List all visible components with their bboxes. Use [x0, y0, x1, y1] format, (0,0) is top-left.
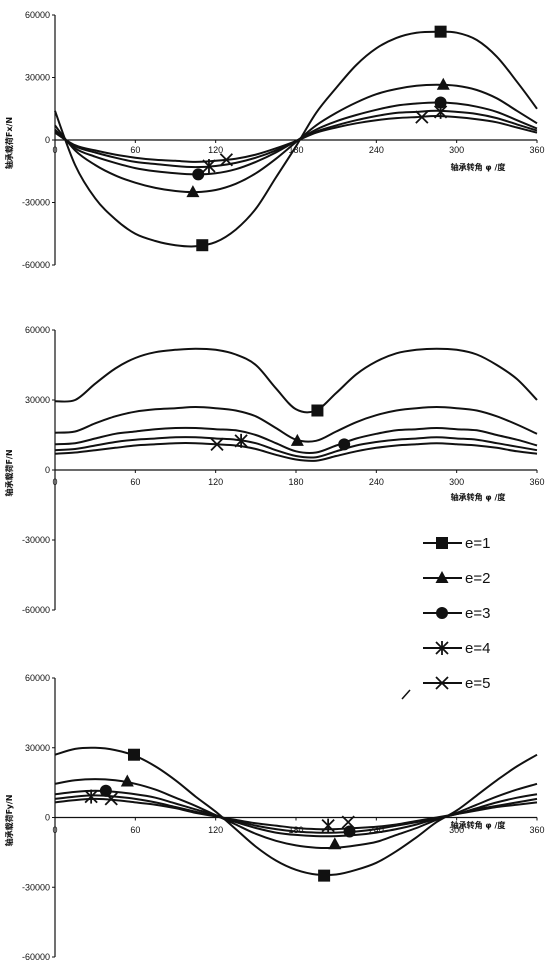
data-point-e=4-marker: [84, 789, 98, 804]
data-point-e=2-marker: [120, 774, 134, 787]
data-point-e=2-marker: [328, 837, 342, 850]
y-tick-label: -60000: [22, 952, 50, 962]
y-tick-label: 0: [45, 135, 50, 145]
y-axis-label: 轴承载荷Fy/N: [4, 795, 14, 847]
legend-marker-cross: [435, 676, 449, 690]
x-tick-label: 0: [52, 145, 57, 155]
data-point-e=1-marker: [196, 239, 209, 252]
legend-item-e=5: e=5: [423, 675, 490, 692]
legend-label: e=4: [465, 640, 490, 657]
data-point-e=1-marker: [311, 404, 324, 417]
data-point-e=1-marker: [434, 25, 447, 38]
x-axis-label: 轴承转角 φ /度: [451, 162, 507, 172]
data-point-e=1-marker: [127, 748, 140, 761]
chart-panel-2: 60000 30000 0 -30000 -60000 0 60 120 180 240 300 36…: [4, 325, 545, 615]
y-axis-label: 轴承载荷Fx/N: [4, 117, 14, 169]
data-point-e=5-marker: [104, 792, 118, 806]
legend: e=1 e=2 e=3 e=4 e=5: [401, 535, 490, 700]
y-tick-label: -60000: [22, 260, 50, 270]
legend-item-e=3: e=3: [423, 605, 490, 622]
y-tick-label: 60000: [25, 10, 50, 20]
x-tick-label: 120: [208, 825, 223, 835]
y-tick-label: 30000: [25, 743, 50, 753]
x-tick-label: 360: [529, 825, 544, 835]
x-tick-label: 120: [208, 477, 223, 487]
legend-label: e=1: [465, 535, 490, 552]
y-tick-label: 0: [45, 465, 50, 475]
legend-label: e=2: [465, 570, 490, 587]
x-tick-label: 300: [449, 477, 464, 487]
y-tick-label: 30000: [25, 73, 50, 83]
x-tick-label: 180: [288, 477, 303, 487]
x-tick-label: 60: [130, 825, 140, 835]
chart-panel-1: 60000 30000 0 -30000 -60000 0 60 120 180 240 300 36…: [4, 10, 545, 270]
data-point-e=1-marker: [318, 869, 331, 882]
series-line-e=5: [54, 797, 538, 831]
x-tick-label: 0: [52, 825, 57, 835]
data-point-e=3-marker: [99, 784, 112, 797]
data-point-e=2-marker: [186, 185, 200, 198]
data-point-e=3-marker: [338, 438, 351, 451]
legend-label: e=3: [465, 605, 490, 622]
series-line-e=5: [54, 114, 538, 163]
y-tick-label: 30000: [25, 395, 50, 405]
data-point-e=5-marker: [210, 437, 224, 451]
data-point-e=5-marker: [415, 110, 429, 124]
legend-label: e=5: [465, 675, 490, 692]
y-tick-label: 60000: [25, 325, 50, 335]
legend-item-e=1: e=1: [423, 535, 490, 552]
data-point-e=4-marker: [234, 433, 248, 448]
series-line-e=1: [54, 347, 538, 414]
data-point-e=2-marker: [290, 433, 304, 446]
y-tick-label: 0: [45, 813, 50, 823]
x-tick-label: 60: [130, 145, 140, 155]
data-point-e=4-marker: [433, 104, 448, 119]
data-point-e=4-marker: [321, 818, 335, 833]
x-axis-label: 轴承转角 φ /度: [451, 492, 507, 502]
y-tick-label: -30000: [22, 535, 50, 545]
x-axis-label: 轴承转角 φ /度: [451, 820, 507, 830]
y-tick-label: -30000: [22, 198, 50, 208]
legend-marker-asterisk: [435, 641, 449, 655]
data-point-e=5-marker: [219, 153, 234, 167]
x-tick-label: 300: [449, 145, 464, 155]
data-point-e=3-marker: [192, 168, 205, 181]
legend-marker-square: [436, 537, 448, 549]
data-point-e=2-marker: [436, 77, 450, 90]
x-tick-label: 120: [208, 145, 223, 155]
x-tick-label: 360: [529, 145, 544, 155]
legend-item-e=4: e=4: [423, 640, 490, 657]
x-tick-label: 180: [288, 825, 303, 835]
series-line-e=4: [54, 109, 538, 169]
x-tick-label: 300: [449, 825, 464, 835]
y-axis-label: 轴承载荷F/N: [4, 449, 14, 496]
x-tick-label: 0: [52, 477, 57, 487]
data-point-e=3-marker: [343, 825, 356, 838]
pen-mark: [401, 689, 411, 700]
data-point-e=5-marker: [341, 815, 355, 829]
x-tick-label: 360: [529, 477, 544, 487]
x-tick-label: 240: [369, 477, 384, 487]
series-line-e=1: [54, 30, 538, 248]
legend-item-e=2: e=2: [423, 570, 490, 587]
y-tick-label: -30000: [22, 882, 50, 892]
x-tick-label: 60: [130, 477, 140, 487]
data-point-e=4-marker: [202, 159, 216, 174]
x-tick-label: 180: [288, 145, 303, 155]
legend-marker-triangle: [435, 571, 449, 583]
series-line-e=2: [54, 83, 538, 194]
data-point-e=3-marker: [434, 96, 447, 109]
y-tick-label: -60000: [22, 605, 50, 615]
series-line-e=2: [54, 778, 538, 849]
series-line-e=4: [54, 436, 538, 459]
x-tick-label: 240: [369, 145, 384, 155]
series-line-e=3: [54, 426, 538, 454]
series-line-e=5: [54, 442, 538, 462]
legend-marker-circle: [436, 607, 448, 619]
y-tick-label: 60000: [25, 673, 50, 683]
